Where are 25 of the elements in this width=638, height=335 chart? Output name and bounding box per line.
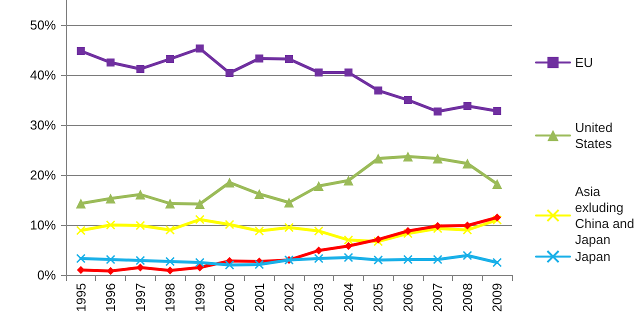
legend-label: EU xyxy=(575,55,594,70)
y-tick-label: 0% xyxy=(37,268,56,282)
y-tick-label: 50% xyxy=(30,18,56,32)
x-tick-label: 2007 xyxy=(430,283,446,312)
x-tick-label: 2009 xyxy=(490,283,505,312)
x-tick-label: 1995 xyxy=(73,283,88,312)
legend-label: Asia exluding China and Japan xyxy=(575,184,638,247)
legend-label: United States xyxy=(575,120,616,151)
x-tick-label: 2005 xyxy=(370,283,386,312)
x-tick-label: 2000 xyxy=(222,283,238,312)
x-tick-label: 2002 xyxy=(282,283,296,312)
legend-label: Japan xyxy=(575,249,610,264)
x-tick-label: 2001 xyxy=(252,283,267,312)
x-tick-label: 2003 xyxy=(311,283,326,312)
y-tick-label: 10% xyxy=(30,218,56,232)
y-tick-label: 20% xyxy=(30,168,56,182)
y-tick-label: 40% xyxy=(30,68,56,82)
x-tick-label: 2008 xyxy=(460,283,475,312)
x-tick-label: 1998 xyxy=(162,283,178,312)
x-tick-label: 1997 xyxy=(132,283,148,312)
x-tick-label: 1999 xyxy=(192,283,208,312)
y-tick-label: 30% xyxy=(30,118,56,132)
x-tick-label: 2006 xyxy=(400,283,416,312)
x-tick-label: 2004 xyxy=(340,283,356,312)
x-tick-label: 1996 xyxy=(103,283,118,312)
